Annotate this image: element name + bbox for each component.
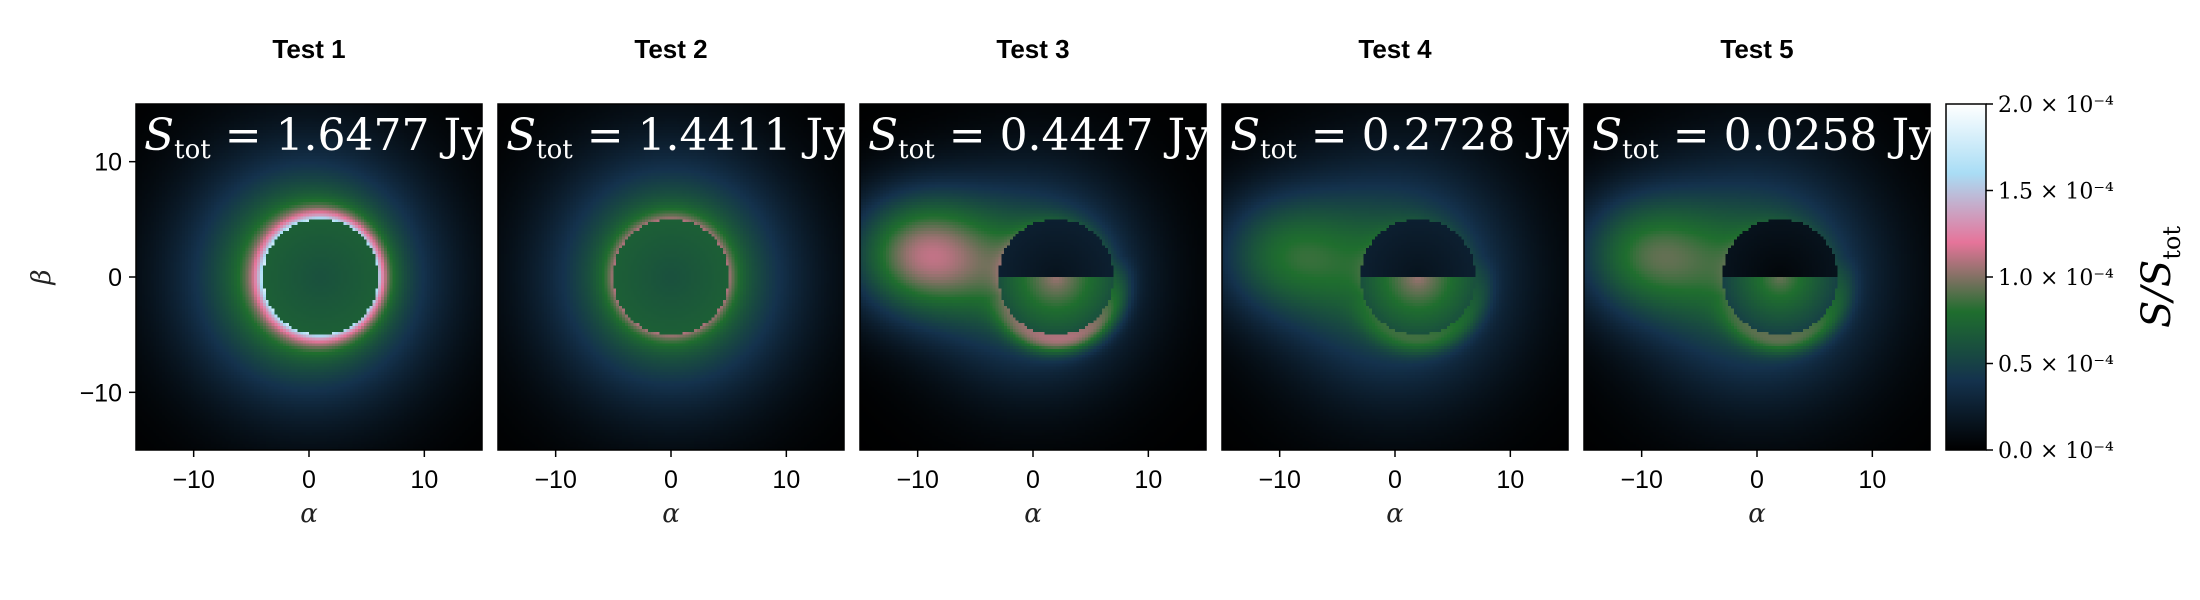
x-axis-label: α bbox=[1024, 499, 1042, 529]
panel-title: Test 3 bbox=[996, 34, 1069, 64]
x-tick-label: 10 bbox=[1496, 466, 1524, 494]
heatmap-image bbox=[1584, 104, 1930, 450]
x-tick-label: 10 bbox=[410, 466, 438, 494]
colorbar-tick-label: 1.0 × 10⁻⁴ bbox=[1998, 266, 2114, 291]
colorbar-scale bbox=[1945, 103, 1987, 451]
x-tick-label: −10 bbox=[896, 466, 938, 494]
flux-annotation: Stot = 1.6477 Jy bbox=[144, 110, 486, 165]
x-tick-label: 10 bbox=[1858, 466, 1886, 494]
x-tick-label: −10 bbox=[1258, 466, 1300, 494]
flux-equals: = bbox=[211, 110, 276, 161]
flux-value: 0.0258 bbox=[1724, 110, 1878, 161]
flux-symbol: S bbox=[868, 110, 898, 161]
flux-equals: = bbox=[1659, 110, 1724, 161]
x-tick-label: 0 bbox=[302, 466, 316, 494]
flux-annotation: Stot = 0.2728 Jy bbox=[1230, 110, 1572, 165]
flux-equals: = bbox=[1297, 110, 1362, 161]
flux-annotation: Stot = 0.0258 Jy bbox=[1592, 110, 1934, 165]
x-axis-label: α bbox=[300, 499, 318, 529]
panel-title: Test 1 bbox=[272, 34, 345, 64]
x-tick-label: −10 bbox=[1620, 466, 1662, 494]
colorbar-label-main: S/S bbox=[2134, 260, 2180, 328]
panel-test-3: Test 3 Stot = 0.4447 Jy −10 0 10 α bbox=[859, 34, 1210, 529]
y-axis-label: β bbox=[27, 269, 57, 285]
panel-test-5: Test 5 Stot = 0.0258 Jy −10 0 10 α bbox=[1583, 34, 1934, 529]
flux-symbol: S bbox=[1230, 110, 1260, 161]
x-tick-label: −10 bbox=[534, 466, 576, 494]
x-tick-label: 0 bbox=[1388, 466, 1402, 494]
y-tick-label: −10 bbox=[80, 379, 122, 407]
x-tick-label: −10 bbox=[172, 466, 214, 494]
panel-test-2: Test 2 Stot = 1.4411 Jy −10 0 10 α bbox=[497, 34, 848, 529]
flux-value: 0.2728 bbox=[1362, 110, 1516, 161]
panel-title: Test 4 bbox=[1358, 34, 1432, 64]
x-tick-label: 10 bbox=[772, 466, 800, 494]
x-axis-label: α bbox=[662, 499, 680, 529]
flux-subscript: tot bbox=[1260, 135, 1297, 165]
y-tick-label: 10 bbox=[94, 149, 122, 177]
flux-symbol: S bbox=[506, 110, 536, 161]
colorbar: 0.0 × 10⁻⁴ 0.5 × 10⁻⁴ 1.0 × 10⁻⁴ 1.5 × 10⁻⁴… bbox=[1945, 93, 2186, 464]
flux-unit: Jy bbox=[1516, 110, 1573, 161]
flux-symbol: S bbox=[1592, 110, 1622, 161]
colorbar-label: S/Stot bbox=[2134, 226, 2186, 328]
colorbar-label-sub: tot bbox=[2158, 226, 2186, 260]
flux-unit: Jy bbox=[1154, 110, 1211, 161]
heatmap-image bbox=[1222, 104, 1568, 450]
flux-equals: = bbox=[935, 110, 1000, 161]
flux-annotation: Stot = 1.4411 Jy bbox=[506, 110, 848, 165]
panel-title: Test 2 bbox=[634, 34, 707, 64]
flux-value: 0.4447 bbox=[1000, 110, 1154, 161]
flux-unit: Jy bbox=[1878, 110, 1935, 161]
panel-title: Test 5 bbox=[1720, 34, 1793, 64]
flux-subscript: tot bbox=[174, 135, 211, 165]
x-axis-label: α bbox=[1748, 499, 1766, 529]
flux-unit: Jy bbox=[792, 110, 849, 161]
x-tick-label: 0 bbox=[664, 466, 678, 494]
flux-subscript: tot bbox=[898, 135, 935, 165]
colorbar-tick-label: 2.0 × 10⁻⁴ bbox=[1998, 93, 2114, 118]
panel-test-1: Test 1 Stot = 1.6477 Jy −10 0 10 α −10 0 10 β bbox=[27, 34, 486, 529]
flux-annotation: Stot = 0.4447 Jy bbox=[868, 110, 1210, 165]
x-tick-label: 10 bbox=[1134, 466, 1162, 494]
x-tick-label: 0 bbox=[1750, 466, 1764, 494]
colorbar-tick-label: 0.5 × 10⁻⁴ bbox=[1998, 353, 2114, 378]
colorbar-tick-label: 0.0 × 10⁻⁴ bbox=[1998, 439, 2114, 464]
flux-equals: = bbox=[573, 110, 638, 161]
x-axis-label: α bbox=[1386, 499, 1404, 529]
flux-value: 1.4411 bbox=[638, 110, 792, 161]
flux-value: 1.6477 bbox=[276, 110, 430, 161]
flux-subscript: tot bbox=[1622, 135, 1659, 165]
heatmap-image bbox=[498, 104, 844, 450]
flux-unit: Jy bbox=[430, 110, 487, 161]
heatmap-image bbox=[136, 104, 482, 450]
x-tick-label: 0 bbox=[1026, 466, 1040, 494]
flux-symbol: S bbox=[144, 110, 174, 161]
panel-test-4: Test 4 Stot = 0.2728 Jy −10 0 10 α bbox=[1221, 34, 1572, 529]
heatmap-image bbox=[860, 104, 1206, 450]
colorbar-tick-label: 1.5 × 10⁻⁴ bbox=[1998, 180, 2114, 205]
y-tick-label: 0 bbox=[108, 264, 122, 292]
flux-subscript: tot bbox=[536, 135, 573, 165]
